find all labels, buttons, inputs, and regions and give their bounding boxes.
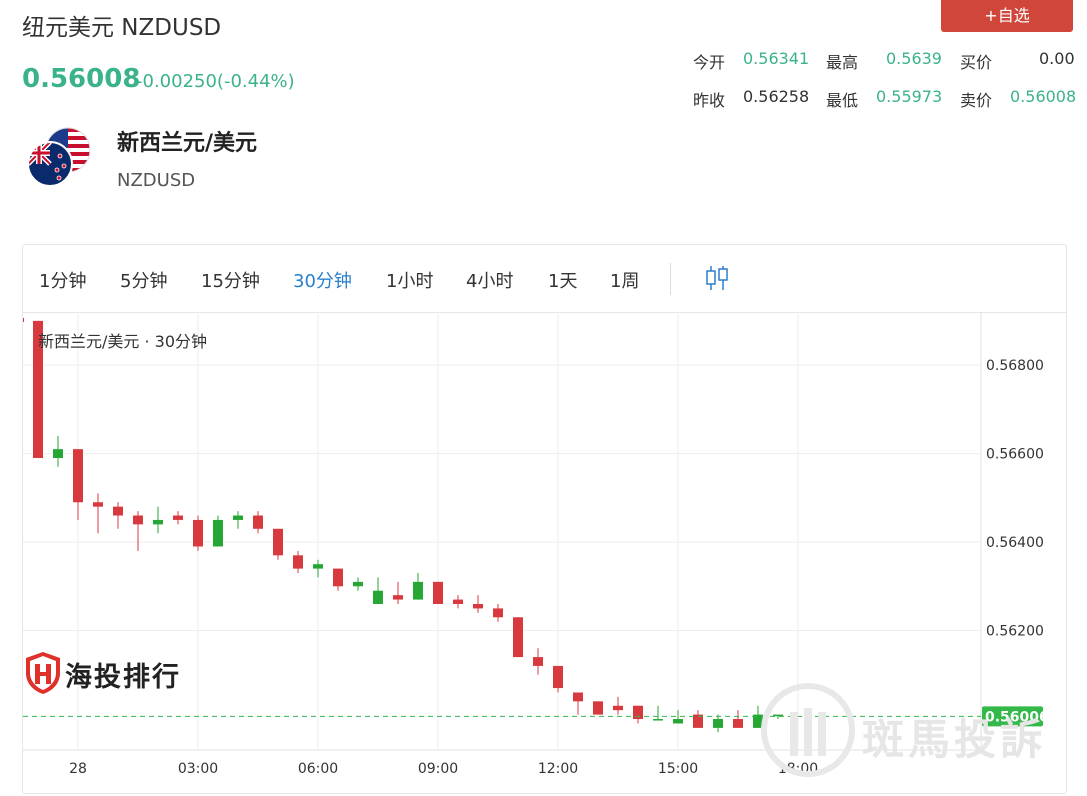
candle-body <box>693 714 703 728</box>
candle-body <box>333 568 343 587</box>
quote-value-prev-close: 0.56258 <box>743 87 810 106</box>
quote-label-bid: 买价 <box>960 53 993 72</box>
candle-body <box>653 719 663 721</box>
tab-divider <box>670 263 671 295</box>
tab-1min[interactable]: 1分钟 <box>39 271 87 292</box>
interval-tabs: 1分钟 5分钟 15分钟 30分钟 1小时 4小时 1天 1周 <box>23 245 1066 313</box>
watermark-text: 斑馬投訴 <box>862 715 1047 764</box>
candle-body <box>433 581 443 604</box>
tab-1hour[interactable]: 1小时 <box>386 271 434 292</box>
nz-us-flag-icon <box>27 127 91 187</box>
candle-body <box>613 705 623 711</box>
candle-body <box>213 519 223 547</box>
tab-1day[interactable]: 1天 <box>548 271 578 292</box>
candle-body <box>453 599 463 604</box>
candle-body <box>713 719 723 728</box>
candle-body <box>553 665 563 689</box>
tab-15min[interactable]: 15分钟 <box>201 271 260 292</box>
candle-body <box>233 515 243 520</box>
candle-body <box>753 714 763 728</box>
last-price-label: 0.56006 <box>985 709 1049 725</box>
y-tick-label: 0.56200 <box>986 624 1044 640</box>
candle-body <box>773 714 783 717</box>
candle-body <box>633 705 643 720</box>
quote-label-low: 最低 <box>826 91 859 110</box>
pair-name: 新西兰元/美元 <box>117 131 258 156</box>
candle-body <box>493 608 503 618</box>
y-tick-label: 0.56400 <box>986 535 1044 551</box>
candle-body <box>593 701 603 715</box>
y-tick-label: 0.56600 <box>986 447 1044 463</box>
x-tick-label: 28 <box>69 761 87 777</box>
quote-label-prev-close: 昨收 <box>693 91 726 110</box>
chart-title: 新西兰元/美元 · 30分钟 <box>38 332 208 351</box>
candle-body <box>133 515 143 525</box>
current-price: 0.56008 <box>22 64 141 94</box>
candle-body <box>153 519 163 525</box>
x-tick-label: 15:00 <box>658 761 698 777</box>
candle-body <box>293 555 303 569</box>
x-tick-label: 06:00 <box>298 761 338 777</box>
quote-label-high: 最高 <box>826 53 859 72</box>
candle-body <box>573 692 583 702</box>
candle-body <box>173 515 183 520</box>
tab-30min[interactable]: 30分钟 <box>293 271 352 292</box>
quote-label-ask: 卖价 <box>960 91 993 110</box>
candle-body <box>313 564 323 569</box>
add-watchlist-button[interactable]: +自选 <box>941 0 1073 32</box>
candle-body <box>393 595 403 600</box>
candle-body <box>373 590 383 604</box>
tab-4hour[interactable]: 4小时 <box>466 271 514 292</box>
tab-1week[interactable]: 1周 <box>610 271 640 292</box>
tab-5min[interactable]: 5分钟 <box>120 271 168 292</box>
candle-body <box>73 449 83 503</box>
candle-body <box>273 528 283 556</box>
candle-body <box>193 519 203 547</box>
candle-body <box>33 320 43 458</box>
candle-body <box>253 515 263 529</box>
candle-body <box>113 506 123 516</box>
candle-body <box>353 581 363 587</box>
last-price-tag <box>982 706 1043 727</box>
brand-name: 海投排行 <box>65 662 181 693</box>
page-title: 纽元美元 NZDUSD <box>22 15 222 41</box>
edge-marker <box>23 317 24 322</box>
quote-value-bid: 0.00 <box>1039 49 1075 68</box>
candle-body <box>93 502 103 507</box>
candle-body <box>473 604 483 609</box>
candle-body <box>53 449 63 458</box>
zebra-logo-icon <box>761 683 855 777</box>
chart-panel: 1分钟 5分钟 15分钟 30分钟 1小时 4小时 1天 1周 <box>22 244 1067 794</box>
candle-body <box>513 617 523 658</box>
quote-value-low: 0.55973 <box>876 87 943 106</box>
candle-body <box>413 581 423 600</box>
x-tick-label: 09:00 <box>418 761 458 777</box>
x-tick-label: 12:00 <box>538 761 578 777</box>
candlestick-icon[interactable] <box>705 265 729 291</box>
quote-value-open: 0.56341 <box>743 49 810 68</box>
shield-h-icon <box>26 652 60 694</box>
quote-label-open: 今开 <box>693 53 726 72</box>
candle-body <box>733 719 743 728</box>
x-tick-label: 03:00 <box>178 761 218 777</box>
quote-value-ask: 0.56008 <box>1010 87 1077 106</box>
candle-body <box>673 719 683 724</box>
candle-body <box>533 657 543 666</box>
y-tick-label: 0.56800 <box>986 358 1044 374</box>
pair-code: NZDUSD <box>117 170 196 191</box>
price-change: -0.00250(-0.44%) <box>136 71 295 92</box>
quote-value-high: 0.5639 <box>886 49 942 68</box>
